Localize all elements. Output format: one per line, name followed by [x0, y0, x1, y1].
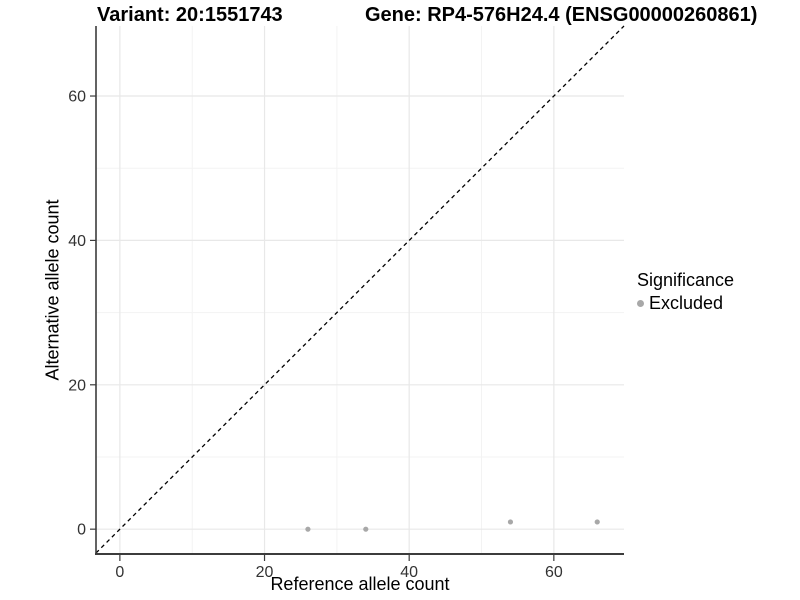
svg-text:0: 0: [77, 522, 86, 539]
x-axis-title: Reference allele count: [270, 574, 450, 594]
legend-title: Significance: [637, 270, 735, 290]
svg-text:20: 20: [256, 564, 274, 581]
data-points: [305, 519, 600, 532]
svg-text:40: 40: [68, 233, 86, 250]
legend-point-icon: [637, 300, 644, 307]
data-point: [594, 519, 600, 525]
gridlines-major: [96, 26, 624, 553]
svg-text:60: 60: [545, 564, 563, 581]
tick-labels: 0 20 40 60 0 20 40 60: [68, 89, 563, 581]
legend-item-label: Excluded: [649, 293, 724, 313]
y-axis-title: Alternative allele count: [42, 199, 63, 381]
identity-line: [95, 25, 625, 554]
legend-item: Excluded: [637, 293, 734, 314]
plot-title-gene: Gene: RP4-576H24.4 (ENSG00000260861): [365, 4, 758, 26]
svg-text:40: 40: [400, 564, 418, 581]
axis-ticks: [90, 95, 555, 561]
gridlines-minor: [96, 26, 624, 553]
plot-title-variant: Variant: 20:1551743: [97, 4, 283, 26]
data-point: [363, 526, 369, 532]
svg-text:60: 60: [68, 89, 86, 106]
data-point: [305, 526, 311, 532]
legend: Significance Excluded: [637, 270, 734, 314]
axis-lines: [95, 26, 624, 555]
data-point: [507, 519, 514, 525]
svg-text:0: 0: [115, 564, 124, 581]
svg-text:20: 20: [68, 377, 86, 394]
